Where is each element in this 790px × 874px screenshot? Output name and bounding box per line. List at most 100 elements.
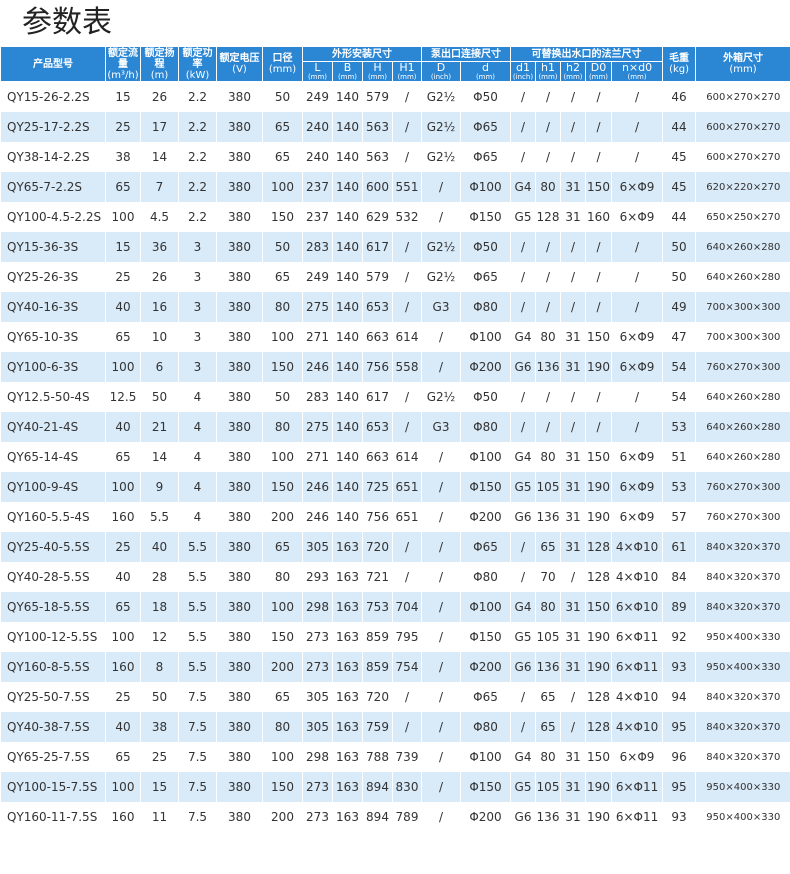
table-cell: 95	[662, 712, 696, 742]
table-row: QY25-40-5.5S 25 40 5.5 380 65 305 163 720// Φ65/6…	[0, 532, 790, 562]
table-cell: QY100-12-5.5S	[0, 622, 106, 652]
table-cell: 140	[332, 172, 363, 202]
table-cell: 5.5	[140, 502, 179, 532]
table-cell: 65	[105, 172, 141, 202]
header-cell: n×d0 (mm)	[610, 61, 664, 82]
table-cell: 380	[216, 682, 263, 712]
table-cell: /	[392, 562, 422, 592]
table-cell: 246	[302, 502, 333, 532]
table-cell: G6	[510, 502, 536, 532]
table-cell: 31	[560, 202, 586, 232]
table-cell: 840×320×370	[695, 682, 790, 712]
table-cell: 6×Φ11	[610, 622, 663, 652]
table-cell: 6×Φ11	[610, 772, 663, 802]
table-cell: 160	[105, 652, 141, 682]
table-cell: 80	[535, 742, 561, 772]
table-cell: /	[610, 412, 663, 442]
table-cell: G4	[510, 742, 536, 772]
table-cell: /	[421, 202, 461, 232]
table-cell: G4	[510, 322, 536, 352]
table-cell: 45	[662, 142, 696, 172]
header-row: L (mm) B (mm) H (mm) H1 (mm) D (inch) d (mm) d1 (inch…	[1, 61, 790, 82]
header-group: 可替换出水口的法兰尺寸	[509, 46, 664, 62]
table-cell: 100	[262, 172, 303, 202]
table-cell: 380	[216, 172, 263, 202]
table-cell: /	[392, 142, 422, 172]
table-cell: 51	[662, 442, 696, 472]
table-cell: /	[585, 292, 612, 322]
header-cell: 外箱尺寸 (mm)	[695, 46, 790, 82]
table-cell: 273	[302, 772, 333, 802]
table-cell: 31	[560, 532, 586, 562]
table-cell: 80	[535, 592, 561, 622]
table-cell: 150	[585, 442, 612, 472]
table-cell: /	[560, 562, 586, 592]
header-label: d	[482, 61, 489, 74]
header-label: d1	[516, 61, 530, 74]
table-cell: 7.5	[178, 802, 217, 832]
table-cell: G6	[510, 652, 536, 682]
table-cell: 140	[332, 322, 363, 352]
table-cell: 163	[332, 682, 363, 712]
table-cell: QY25-40-5.5S	[0, 532, 106, 562]
header-unit: (inch)	[512, 73, 534, 81]
header-label: L	[314, 61, 321, 74]
table-cell: 305	[302, 682, 333, 712]
table-cell: /	[392, 292, 422, 322]
header-unit: (mm)	[337, 73, 358, 81]
table-cell: 700×300×300	[695, 292, 790, 322]
page-title: 参数表	[22, 5, 112, 40]
table-cell: QY40-38-7.5S	[0, 712, 106, 742]
table-cell: /	[392, 112, 422, 142]
table-cell: 65	[535, 532, 561, 562]
table-cell: G5	[510, 202, 536, 232]
table-cell: 65	[105, 322, 141, 352]
table-cell: QY25-26-3S	[0, 262, 106, 292]
table-cell: 271	[302, 322, 333, 352]
table-cell: QY160-11-7.5S	[0, 802, 106, 832]
table-cell: 653	[362, 412, 393, 442]
table-cell: /	[610, 232, 663, 262]
table-cell: G4	[510, 172, 536, 202]
header-cell: D (inch)	[421, 61, 461, 82]
table-cell: 5.5	[178, 652, 217, 682]
table-cell: 80	[535, 322, 561, 352]
table-row: QY40-21-4S 40 21 4 380 80 275 140 653/G3 Φ80// / / /…	[0, 412, 790, 442]
table-cell: 840×320×370	[695, 712, 790, 742]
table-cell: 298	[302, 742, 333, 772]
table-cell: Φ80	[460, 292, 511, 322]
header-cell: H (mm)	[362, 61, 393, 82]
table-cell: 651	[392, 502, 422, 532]
table-cell: 894	[362, 772, 393, 802]
table-cell: G2½	[421, 382, 461, 412]
table-cell: 380	[216, 562, 263, 592]
table-cell: /	[421, 802, 461, 832]
table-cell: 795	[392, 622, 422, 652]
table-cell: 14	[140, 142, 179, 172]
table-cell: /	[421, 772, 461, 802]
table-cell: 100	[262, 322, 303, 352]
table-cell: 190	[585, 772, 612, 802]
header-unit: (mm)	[627, 73, 647, 81]
table-cell: 600×270×270	[695, 81, 790, 112]
table-cell: 140	[332, 232, 363, 262]
table-cell: 140	[332, 442, 363, 472]
table-cell: 25	[140, 742, 179, 772]
header-cell: d1 (inch)	[510, 61, 536, 82]
table-cell: 760×270×300	[695, 472, 790, 502]
table-cell: /	[510, 232, 536, 262]
header-cell: h2 (mm)	[560, 61, 586, 82]
header-unit: (inch)	[430, 73, 452, 81]
table-cell: 859	[362, 652, 393, 682]
table-cell: /	[610, 142, 663, 172]
header-cell: L (mm)	[302, 61, 333, 82]
table-cell: 40	[140, 532, 179, 562]
table-cell: 283	[302, 232, 333, 262]
table-cell: /	[392, 532, 422, 562]
table-cell: 629	[362, 202, 393, 232]
table-cell: Φ150	[460, 622, 511, 652]
table-cell: 105	[535, 772, 561, 802]
table-cell: 640×260×280	[695, 382, 790, 412]
table-cell: 65	[262, 682, 303, 712]
table-cell: 271	[302, 442, 333, 472]
